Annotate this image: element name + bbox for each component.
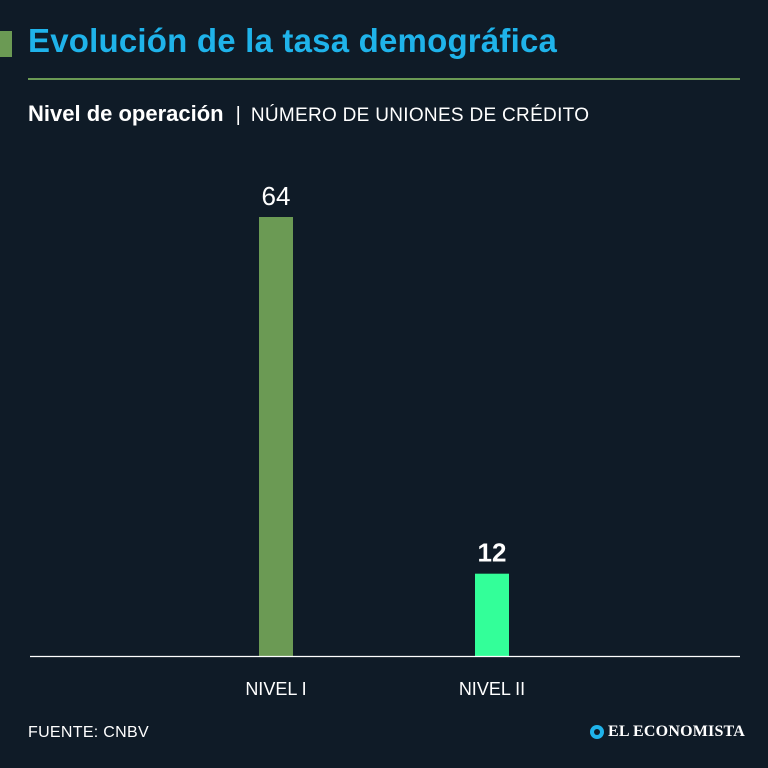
subtitle-separator: | [235, 104, 241, 126]
source-note: FUENTE: CNBV [28, 724, 149, 741]
page-title: Evolución de la tasa demográfica [28, 22, 558, 59]
bar-1 [259, 217, 293, 656]
title-divider [28, 78, 740, 80]
subtitle-main: Nivel de operación [28, 101, 224, 126]
chart-subtitle: Nivel de operación | NÚMERO DE UNIONES D… [28, 101, 589, 127]
category-label-2: NIVEL II [459, 679, 525, 699]
subtitle-unit: NÚMERO DE UNIONES DE CRÉDITO [250, 105, 590, 126]
brand-name: EL ECONOMISTA [608, 723, 745, 740]
brand-icon [590, 725, 604, 739]
category-label-1: NIVEL I [245, 679, 306, 699]
data-label-2: 12 [478, 538, 507, 568]
title-accent-bar [0, 31, 12, 57]
bar-2 [475, 573, 509, 656]
brand-logo: EL ECONOMISTA [590, 723, 745, 741]
data-label-1: 64 [262, 181, 291, 211]
